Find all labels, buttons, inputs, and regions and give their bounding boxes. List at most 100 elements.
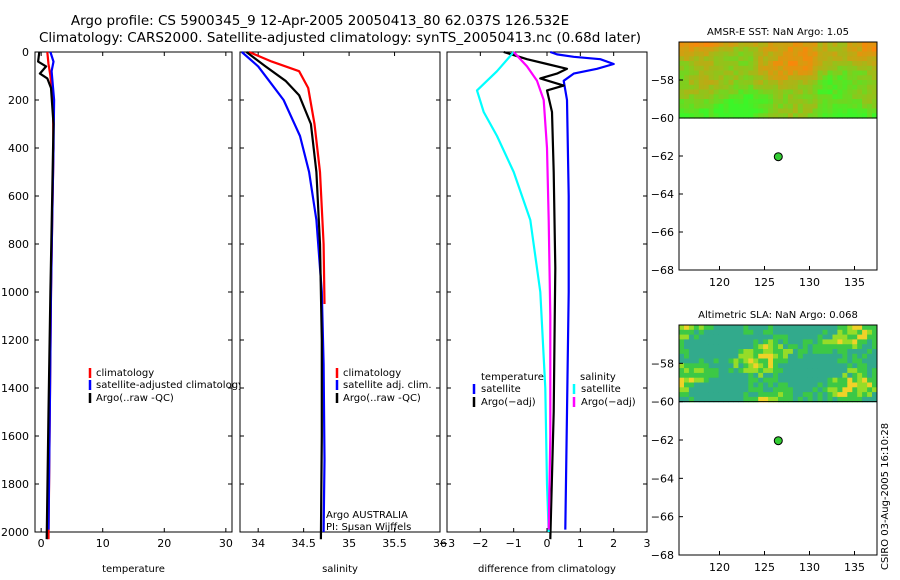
- sst_map-cell: [748, 46, 754, 53]
- sla_map-cell: [708, 344, 715, 350]
- sst_map-cell: [827, 108, 833, 114]
- sst_map-cell: [778, 65, 784, 72]
- sst_map-cell: [783, 42, 789, 48]
- sst_map-cell: [768, 46, 774, 53]
- sla_map-cell: [723, 358, 729, 364]
- sla_map-cell: [842, 329, 848, 336]
- sla_map-cell: [797, 392, 804, 398]
- sst_map-cell: [758, 56, 764, 62]
- sst_map-cell: [684, 75, 690, 81]
- sla_map-cell: [827, 377, 833, 384]
- sst_map-cell: [773, 61, 779, 67]
- sst_map-cell: [857, 113, 863, 119]
- sst_map-cell: [733, 103, 739, 110]
- sla_map-cell: [748, 334, 754, 340]
- salinity-xtick-label: 35: [342, 537, 356, 550]
- sla_map-cell: [807, 339, 814, 345]
- sst_map-cell: [723, 113, 729, 119]
- sst_map-cell: [698, 80, 705, 86]
- sla_map-cell: [867, 392, 873, 398]
- sst_map-cell: [693, 56, 700, 62]
- sla_map-cell: [787, 392, 794, 398]
- sst_map-cell: [713, 84, 720, 91]
- sst_map-cell: [718, 89, 725, 95]
- sst_map-cell: [723, 46, 729, 53]
- sst_map-cell: [718, 80, 725, 86]
- sla_map-cell: [867, 382, 873, 388]
- sla_map-cell: [872, 329, 878, 336]
- sst_map-cell: [792, 113, 799, 119]
- temperature-series-2: [36, 51, 55, 540]
- sla_map-cell: [817, 339, 824, 345]
- temperature-legend-label: Argo(..raw -QC): [96, 393, 174, 404]
- sla_map-cell: [773, 372, 779, 379]
- sst_map-cell: [817, 99, 824, 105]
- sst_map-cell: [837, 84, 843, 91]
- sla_map-cell: [728, 372, 734, 379]
- sst_map-cell: [872, 42, 878, 48]
- sst_map-cell: [842, 65, 848, 72]
- sst_map-cell: [857, 99, 863, 105]
- sla_map-cell: [812, 325, 819, 331]
- sla_map-cell: [822, 344, 828, 350]
- sst_map-cell: [792, 94, 799, 100]
- difference-xtick-label: 2: [610, 537, 617, 550]
- sla_map-cell: [758, 353, 764, 360]
- depth-tick-label: 800: [8, 238, 29, 251]
- sla_map-cell: [872, 353, 878, 360]
- sla_map-cell: [792, 372, 799, 379]
- sla_map-cell: [867, 325, 873, 331]
- sst_map-cell: [693, 108, 700, 114]
- sla_map-cell: [832, 392, 838, 398]
- sst_map-cell: [684, 89, 690, 95]
- sst_map-cell: [862, 108, 868, 114]
- sla_map-cell: [847, 363, 853, 369]
- sla_map-cell: [817, 334, 824, 340]
- sla_map-cell: [827, 363, 833, 369]
- sst_map-cell: [693, 46, 700, 53]
- sst_map-cell: [852, 94, 858, 100]
- sst_map-cell: [832, 51, 838, 57]
- sst_map-cell: [679, 103, 685, 110]
- sla_map-cell: [723, 368, 729, 374]
- sla_map-cell: [693, 349, 700, 355]
- sst_map-cell: [797, 56, 804, 62]
- sla_map-cell: [852, 363, 858, 369]
- sst_map-cell: [684, 42, 690, 48]
- sst_map-cell: [693, 84, 700, 91]
- sst_map-cell: [684, 108, 690, 114]
- sst_map-cell: [688, 103, 695, 110]
- sla_map-cell: [837, 344, 843, 350]
- sla_map-cell: [783, 334, 789, 340]
- sst_map-cell: [688, 89, 695, 95]
- sla_map-cell: [812, 339, 819, 345]
- sst_map-cell: [783, 84, 789, 91]
- sst_map-cell: [743, 99, 749, 105]
- diff-legend-salinity-title: salinity: [580, 372, 616, 383]
- sst_map-cell: [758, 80, 764, 86]
- sst_map-cell: [738, 108, 744, 114]
- sla_map-cell: [693, 339, 700, 345]
- sla_map-cell: [708, 353, 715, 360]
- sst_map-cell: [827, 51, 833, 57]
- sst_map-cell: [837, 89, 843, 95]
- sst_map-cell: [733, 84, 739, 91]
- sla_map-cell: [728, 353, 734, 360]
- sla_map-cell: [837, 392, 843, 398]
- sst_map-cell: [842, 70, 848, 76]
- sla_map-cell: [792, 329, 799, 336]
- sst_map-cell: [679, 75, 685, 81]
- sla_map-cell: [768, 339, 774, 345]
- sst_map-cell: [748, 103, 754, 110]
- sst_map-cell: [802, 56, 809, 62]
- sst_map-cell: [847, 65, 853, 72]
- temperature-xtick-label: 20: [157, 537, 171, 550]
- sla_map-ytick-label: −68: [651, 549, 674, 562]
- sla_map-cell: [773, 382, 779, 388]
- sst_map-cell: [693, 103, 700, 110]
- sst_map-cell: [778, 99, 784, 105]
- sla_map-cell: [688, 363, 695, 369]
- sla_map-cell: [822, 325, 828, 331]
- sla_map-cell: [763, 349, 769, 355]
- sst_map-cell: [693, 99, 700, 105]
